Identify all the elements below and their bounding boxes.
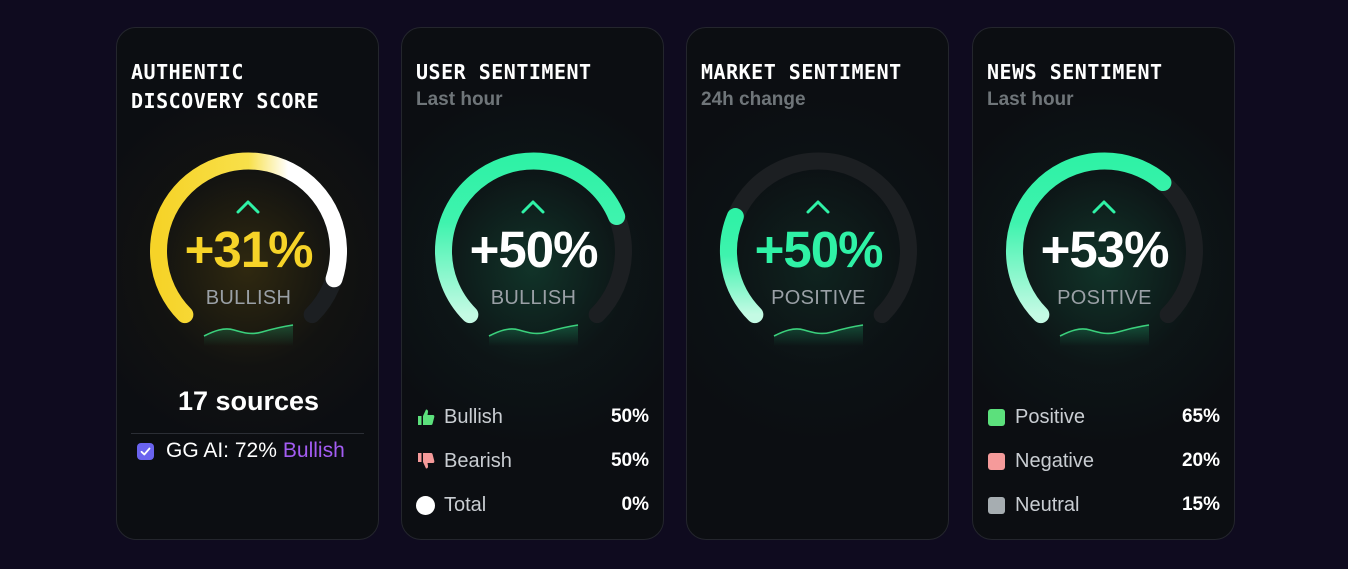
chevron-up-icon — [1092, 200, 1116, 214]
card-title: NEWS SENTIMENT — [987, 60, 1163, 84]
legend-value: 0% — [621, 494, 649, 515]
legend-item-bearish: Bearish 50% — [416, 448, 649, 474]
legend-label: Neutral — [1015, 493, 1080, 516]
legend-label: Bullish — [444, 405, 503, 428]
checkbox-icon[interactable] — [137, 442, 154, 460]
card-market-sentiment: MARKET SENTIMENT 24h change +50% POSITIV… — [686, 27, 949, 540]
gg-ai-row[interactable]: GG AI: 72% Bullish — [137, 439, 345, 463]
sentiment-label: POSITIVE — [1057, 287, 1152, 309]
legend-value: 15% — [1181, 494, 1220, 515]
chevron-up-icon — [806, 200, 830, 214]
chevron-up-icon — [236, 200, 260, 214]
legend-label: Negative — [1015, 449, 1094, 472]
thumbs-down-icon — [416, 452, 435, 471]
sentiment-label: BULLISH — [490, 287, 577, 309]
sparkline-icon — [773, 324, 864, 337]
card-subtitle: 24h change — [701, 89, 806, 110]
score-label: BULLISH — [205, 287, 292, 309]
legend-label: Positive — [1015, 405, 1086, 428]
gauge-news — [1005, 152, 1203, 346]
card-subtitle: Last hour — [416, 89, 503, 110]
square-icon — [988, 408, 1005, 426]
gauge-arc — [150, 152, 347, 324]
card-title: AUTHENTIC DISCOVERY SCORE — [131, 60, 320, 113]
sparkline-icon — [1059, 324, 1150, 337]
sentiment-value: +50% — [469, 221, 599, 278]
chevron-up-icon — [521, 200, 545, 214]
legend-item-bullish: Bullish 50% — [416, 404, 649, 430]
divider — [131, 433, 364, 434]
gauge-discovery — [150, 152, 347, 346]
legend-value: 50% — [610, 450, 649, 471]
card-title: MARKET SENTIMENT — [701, 60, 902, 84]
sentiment-label: POSITIVE — [771, 287, 866, 309]
card-discovery-score: AUTHENTIC DISCOVERY SCORE +31% BULLISH 1… — [116, 27, 379, 540]
legend-item-total: Total 0% — [416, 492, 649, 518]
gg-ai-sentiment: Bullish — [282, 439, 345, 462]
square-icon — [988, 496, 1005, 514]
gauge-arc — [435, 152, 626, 324]
sparkline-icon — [203, 324, 294, 337]
thumbs-up-icon — [416, 408, 435, 427]
legend-label: Bearish — [444, 449, 512, 472]
sentiment-value: +50% — [754, 221, 884, 278]
legend-value: 65% — [1181, 406, 1220, 427]
dot-icon — [416, 495, 435, 515]
sparkline-icon — [488, 324, 579, 337]
legend-item-negative: Negative 20% — [987, 448, 1220, 474]
legend-value: 20% — [1181, 450, 1220, 471]
gauge-arc — [720, 208, 764, 324]
card-title: USER SENTIMENT — [416, 60, 592, 84]
card-news-sentiment: NEWS SENTIMENT Last hour +53% POSITIVE P… — [972, 27, 1235, 540]
legend-label: Total — [444, 493, 487, 516]
square-icon — [988, 452, 1005, 470]
sentiment-value: +53% — [1040, 221, 1170, 278]
legend-value: 50% — [610, 406, 649, 427]
gauge-user — [435, 152, 632, 346]
card-user-sentiment: USER SENTIMENT Last hour +50% BULLISH Bu… — [401, 27, 664, 540]
gauge-market — [720, 152, 917, 346]
card-subtitle: Last hour — [987, 89, 1074, 110]
gg-ai-text: GG AI: 72% — [166, 439, 277, 462]
legend-item-neutral: Neutral 15% — [987, 492, 1220, 518]
score-value: +31% — [184, 221, 314, 278]
legend-item-positive: Positive 65% — [987, 404, 1220, 430]
gauge-arc — [1005, 152, 1172, 324]
sources-count: 17 sources — [177, 386, 320, 416]
